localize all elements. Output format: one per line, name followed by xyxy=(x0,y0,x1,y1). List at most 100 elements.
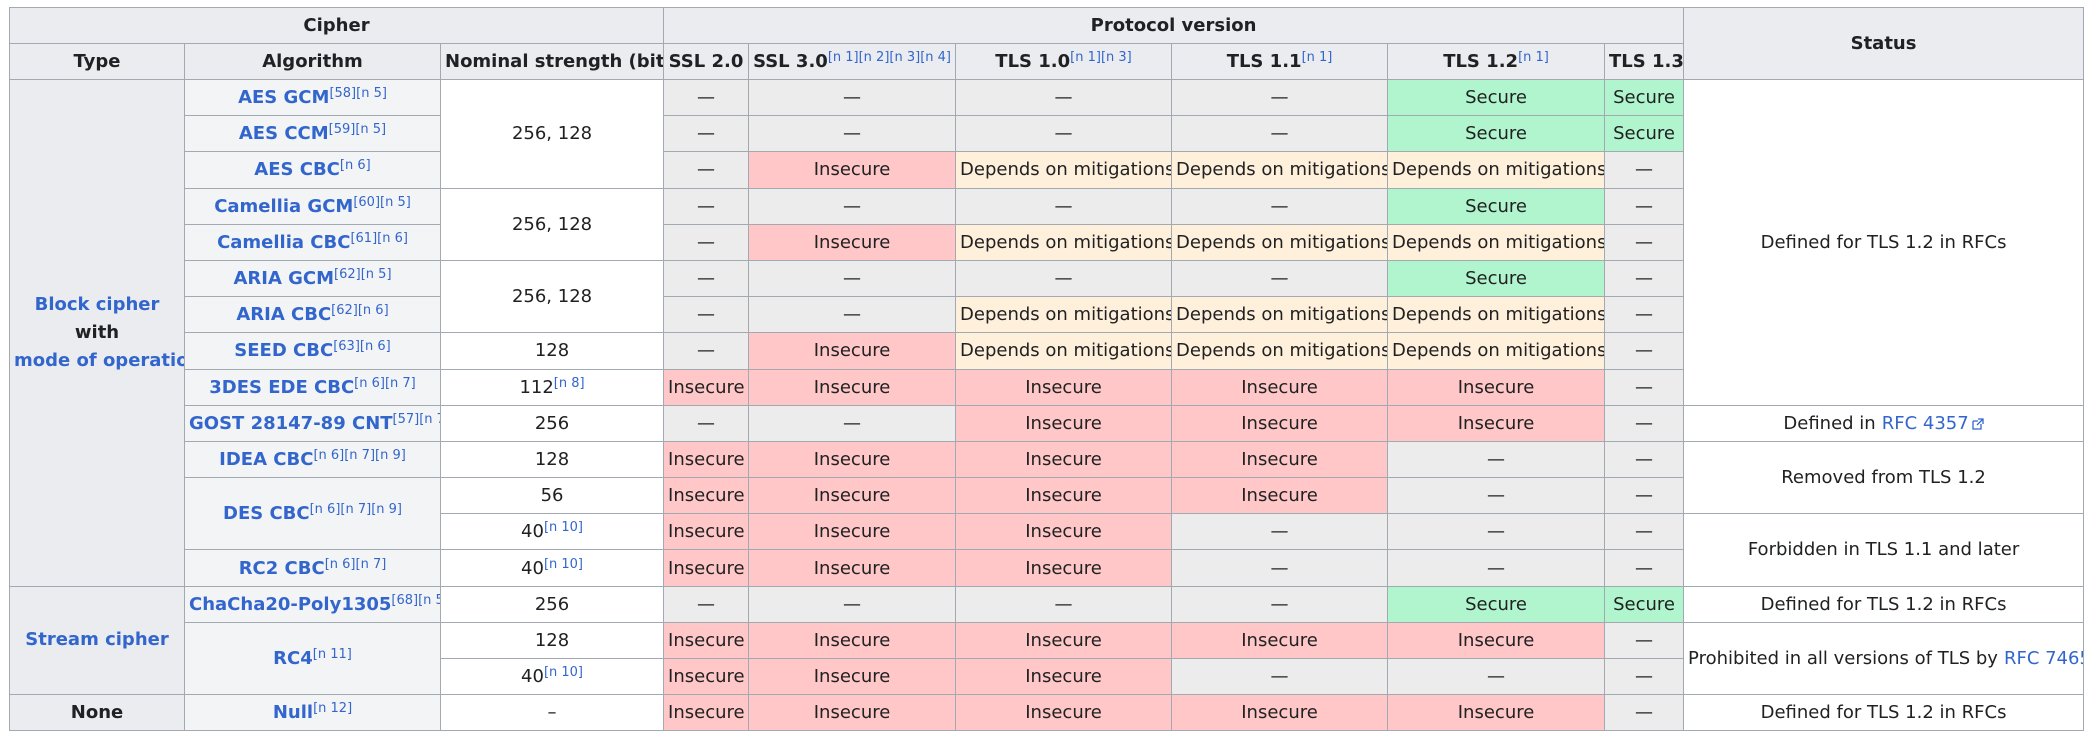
reference[interactable]: [n 7] xyxy=(340,502,372,518)
type-link[interactable]: Block cipher xyxy=(34,293,160,315)
protocol-cell: — xyxy=(1387,513,1606,551)
algorithm-link[interactable]: GOST 28147-89 CNT xyxy=(189,412,393,434)
protocol-cell: — xyxy=(1604,259,1685,298)
reference[interactable]: [n 10] xyxy=(543,520,583,536)
type-link[interactable]: mode of operation xyxy=(14,349,185,371)
reference[interactable]: [n 3] xyxy=(1100,50,1132,65)
protocol-cell: Secure xyxy=(1387,78,1606,117)
reference[interactable]: [n 7] xyxy=(355,556,387,572)
reference[interactable]: [n 1] xyxy=(1070,50,1101,65)
reference[interactable]: [n 6] xyxy=(359,339,391,355)
reference[interactable]: [59] xyxy=(328,122,356,138)
algorithm-link[interactable]: RC2 CBC xyxy=(238,557,325,579)
reference[interactable]: [n 5] xyxy=(360,267,392,283)
reference[interactable]: [n 4] xyxy=(920,50,951,65)
algorithm-link[interactable]: ARIA CBC xyxy=(236,304,332,326)
reference[interactable]: [n 7] xyxy=(344,447,376,463)
reference[interactable]: [n 6] xyxy=(324,556,356,572)
protocol-cell: Insecure xyxy=(955,513,1173,551)
rfc-link[interactable]: RFC 7465 xyxy=(2003,648,2084,669)
version-name: SSL 2.0 xyxy=(668,51,744,72)
protocol-cell: Insecure xyxy=(955,694,1173,732)
protocol-cell: Insecure xyxy=(955,404,1173,442)
protocol-cell: Depends on mitigations xyxy=(1387,296,1606,334)
reference[interactable]: [n 10] xyxy=(543,556,583,572)
algorithm-link[interactable]: Null xyxy=(272,702,314,724)
reference[interactable]: [n 1] xyxy=(1301,50,1333,65)
reference[interactable]: [n 1] xyxy=(827,50,859,65)
strength-cell: 256, 128 xyxy=(439,79,665,189)
reference[interactable]: [n 11] xyxy=(312,647,352,662)
reference[interactable]: [n 9] xyxy=(375,447,406,463)
protocol-cell: — xyxy=(663,115,750,153)
algorithm-link[interactable]: AES GCM xyxy=(238,87,330,109)
header-version: TLS 1.0[n 1][n 3] xyxy=(955,43,1173,80)
strength-text: 128 xyxy=(534,629,570,651)
reference[interactable]: [60] xyxy=(353,194,381,210)
table-row: AES CBC[n 6] — Insecure Depends on mitigati… xyxy=(10,151,2084,189)
reference[interactable]: [n 6] xyxy=(313,447,345,463)
algorithm-cell: AES CBC[n 6] xyxy=(184,151,441,189)
protocol-cell: — xyxy=(748,78,957,117)
reference[interactable]: [n 2] xyxy=(858,50,890,65)
reference[interactable]: [n 6] xyxy=(354,375,385,391)
algorithm-link[interactable]: 3DES EDE CBC xyxy=(209,376,355,398)
algorithm-link[interactable]: DES CBC xyxy=(223,503,310,525)
algorithm-link[interactable]: IDEA CBC xyxy=(219,448,314,470)
reference[interactable]: [n 9] xyxy=(371,502,402,518)
table-head: Cipher Protocol version Status Type Algo… xyxy=(8,7,2085,80)
reference[interactable]: [n 6] xyxy=(339,158,371,174)
protocol-cell: Depends on mitigations xyxy=(1171,151,1389,189)
protocol-cell: Insecure xyxy=(1171,404,1389,442)
algorithm-link[interactable]: Camellia CBC xyxy=(217,231,351,253)
protocol-cell: — xyxy=(748,259,957,298)
reference[interactable]: [n 5] xyxy=(380,194,411,210)
status-cell: Prohibited in all versions of TLS by RFC … xyxy=(1683,621,2085,696)
algorithm-link[interactable]: RC4 xyxy=(273,648,313,669)
reference[interactable]: [n 12] xyxy=(313,701,353,717)
header-type: Type xyxy=(9,43,185,80)
rfc-link[interactable]: RFC 4357 xyxy=(1882,413,1984,434)
type-link[interactable]: Stream cipher xyxy=(25,629,169,651)
reference[interactable]: [n 1] xyxy=(1518,50,1549,65)
protocol-cell: Insecure xyxy=(748,332,957,370)
reference[interactable]: [68] xyxy=(391,592,419,608)
protocol-cell: Insecure xyxy=(748,694,957,732)
reference[interactable]: [n 5] xyxy=(418,592,439,608)
reference[interactable]: [62] xyxy=(334,267,361,283)
status-cell: Defined in RFC 4357 xyxy=(1683,404,2085,442)
protocol-cell: — xyxy=(1171,259,1389,298)
protocol-cell: — xyxy=(1604,621,1685,660)
algorithm-cell: ARIA GCM[62][n 5] xyxy=(184,259,441,298)
algorithm-link[interactable]: AES CCM xyxy=(238,123,329,145)
reference[interactable]: [n 5] xyxy=(356,86,387,102)
protocol-cell: Depends on mitigations xyxy=(955,332,1173,370)
protocol-cell: — xyxy=(955,78,1173,117)
algorithm-link[interactable]: ChaCha20-Poly1305 xyxy=(189,593,392,615)
reference[interactable]: [62] xyxy=(331,303,358,319)
algorithm-link[interactable]: SEED CBC xyxy=(234,340,334,362)
reference[interactable]: [n 5] xyxy=(355,122,387,138)
protocol-cell: — xyxy=(1604,187,1685,225)
reference[interactable]: [n 6] xyxy=(357,303,389,319)
protocol-cell: Insecure xyxy=(1171,440,1389,479)
reference[interactable]: [57] xyxy=(392,411,420,427)
protocol-cell: — xyxy=(1171,78,1389,117)
table-row: 40[n 10] Insecure Insecure Insecure — — — xyxy=(10,657,2084,696)
protocol-cell: Insecure xyxy=(663,549,750,587)
reference[interactable]: [n 8] xyxy=(553,375,585,391)
reference[interactable]: [n 6] xyxy=(377,230,408,246)
protocol-cell: — xyxy=(1171,657,1389,696)
reference[interactable]: [58] xyxy=(329,86,357,102)
reference[interactable]: [63] xyxy=(333,339,360,355)
algorithm-link[interactable]: ARIA GCM xyxy=(233,268,335,290)
reference[interactable]: [n 3] xyxy=(889,50,921,65)
reference[interactable]: [61] xyxy=(350,230,378,246)
algorithm-link[interactable]: AES CBC xyxy=(254,159,340,181)
status-text: Forbidden in TLS 1.1 and later xyxy=(1747,539,2020,561)
reference[interactable]: [n 10] xyxy=(543,665,583,681)
reference[interactable]: [n 7] xyxy=(419,411,439,427)
reference[interactable]: [n 6] xyxy=(309,502,341,518)
reference[interactable]: [n 7] xyxy=(384,375,416,391)
algorithm-link[interactable]: Camellia GCM xyxy=(214,195,354,217)
